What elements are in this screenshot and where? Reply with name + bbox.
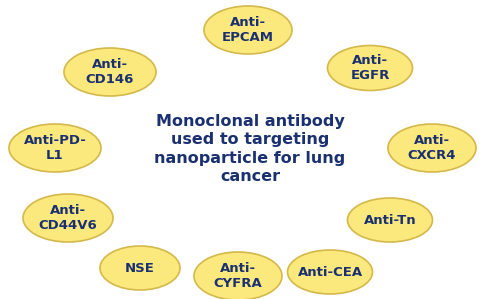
Ellipse shape bbox=[23, 194, 113, 242]
Ellipse shape bbox=[328, 45, 412, 91]
Ellipse shape bbox=[64, 48, 156, 96]
Text: Monoclonal antibody
used to targeting
nanoparticle for lung
cancer: Monoclonal antibody used to targeting na… bbox=[154, 114, 346, 184]
Ellipse shape bbox=[194, 252, 282, 299]
Text: Anti-
CXCR4: Anti- CXCR4 bbox=[408, 134, 456, 162]
Ellipse shape bbox=[204, 6, 292, 54]
Text: Anti-
EGFR: Anti- EGFR bbox=[350, 54, 390, 82]
Ellipse shape bbox=[9, 124, 101, 172]
Ellipse shape bbox=[100, 246, 180, 290]
Text: Anti-
CYFRA: Anti- CYFRA bbox=[214, 262, 262, 290]
Ellipse shape bbox=[288, 250, 372, 294]
Text: Anti-
EPCAM: Anti- EPCAM bbox=[222, 16, 274, 44]
Ellipse shape bbox=[348, 198, 432, 242]
Text: Anti-
CD44V6: Anti- CD44V6 bbox=[38, 204, 98, 232]
Text: Anti-PD-
L1: Anti-PD- L1 bbox=[24, 134, 86, 162]
Text: Anti-Tn: Anti-Tn bbox=[364, 213, 416, 227]
Text: Anti-CEA: Anti-CEA bbox=[298, 266, 362, 278]
Text: NSE: NSE bbox=[125, 262, 155, 274]
Text: Anti-
CD146: Anti- CD146 bbox=[86, 58, 134, 86]
Ellipse shape bbox=[388, 124, 476, 172]
